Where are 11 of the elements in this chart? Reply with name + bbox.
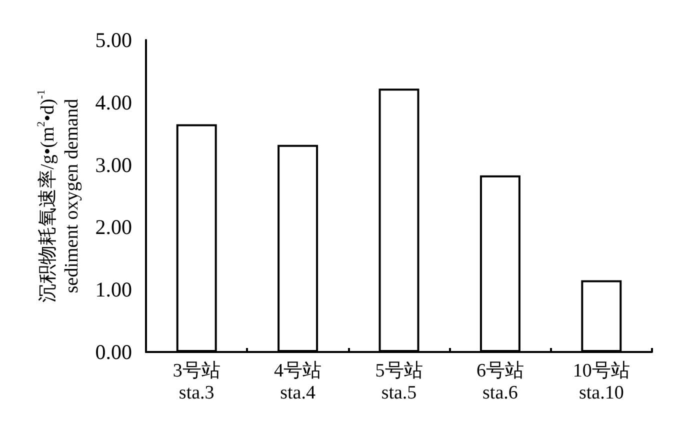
y-tick-label: 0.00 — [95, 340, 132, 364]
x-tick-label: 6号站 sta.6 — [476, 360, 524, 404]
y-tick-label: 5.00 — [95, 28, 132, 52]
x-tick-label: 10号站 sta.10 — [572, 360, 630, 404]
x-tick-label: 3号站 sta.3 — [172, 360, 220, 404]
y-tick-label: 4.00 — [95, 90, 132, 114]
y-tick-label: 1.00 — [95, 278, 132, 302]
x-tick-label: 5号站 sta.5 — [375, 360, 423, 404]
x-tick-label: 4号站 sta.4 — [274, 360, 322, 404]
y-tick-label: 3.00 — [95, 152, 132, 177]
y-tick-label: 2.00 — [95, 215, 132, 240]
